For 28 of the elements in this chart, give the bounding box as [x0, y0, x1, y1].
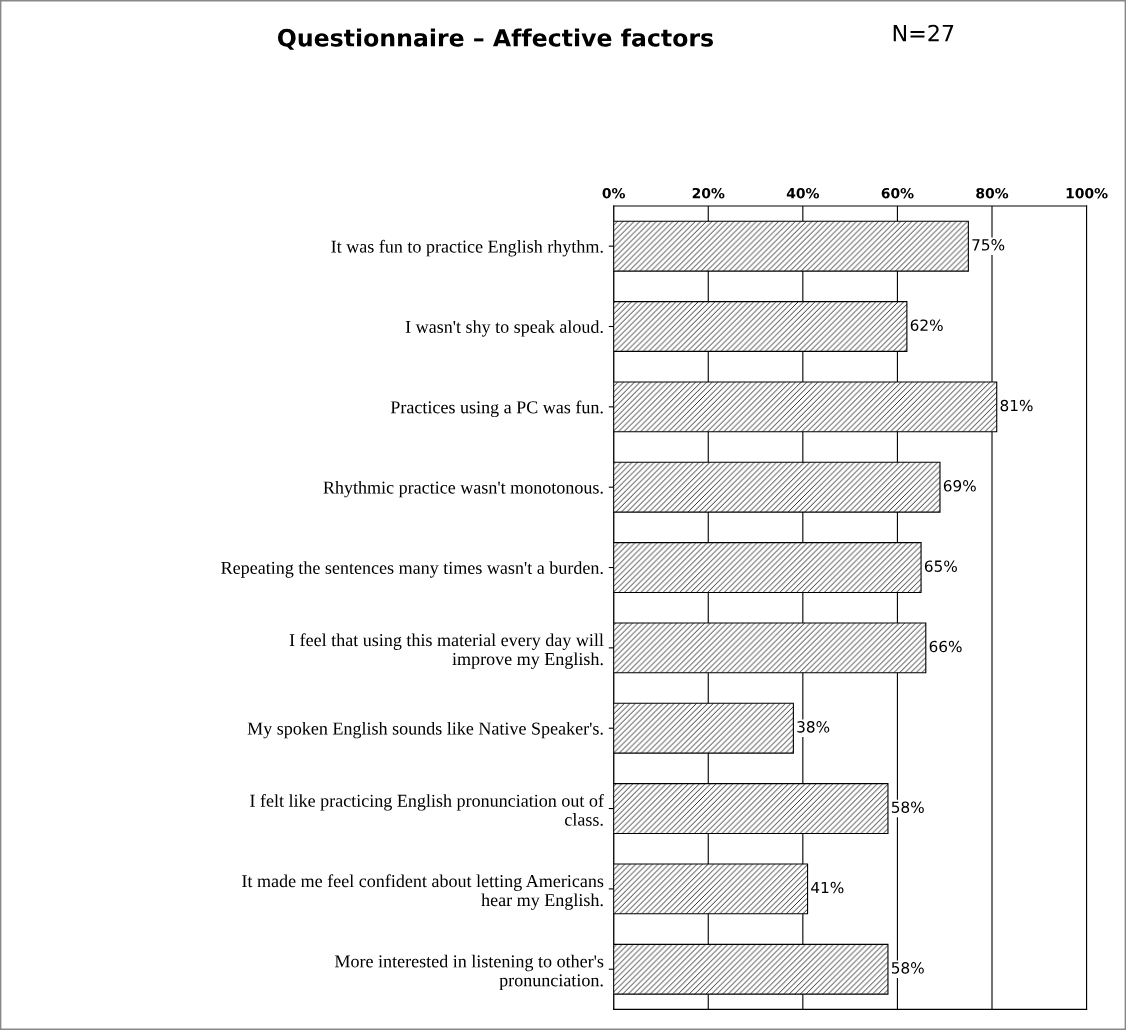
y-tick-label: It was fun to practice English rhythm.: [331, 239, 603, 257]
x-tick-label: 100%: [1066, 187, 1108, 199]
y-tick-label: I feel that using this material every day will improve my English.: [289, 633, 604, 669]
data-label: 58%: [891, 962, 924, 974]
data-label: 65%: [924, 560, 957, 572]
y-tick-label: More interested in listening to other's pronunciation.: [334, 954, 604, 991]
y-tick-label: I wasn't shy to speak aloud.: [405, 320, 603, 337]
text: N=27: [893, 24, 954, 42]
x-tick-label: 60%: [881, 187, 914, 199]
x-tick-label: 0%: [602, 187, 626, 199]
y-tick-label: I felt like practicing English pronunciation out of class.: [250, 793, 604, 826]
data-label: 69%: [943, 480, 976, 492]
y-tick-label: It made me feel confident about letting Americans hear my English.: [242, 874, 604, 910]
data-label: 41%: [811, 881, 844, 894]
data-label: 66%: [929, 640, 962, 653]
x-tick-label: 40%: [786, 187, 820, 199]
data-label: 75%: [972, 239, 1005, 251]
data-label: 81%: [1000, 399, 1033, 412]
y-tick-label: My spoken English sounds like Native Speaker's.: [247, 721, 603, 739]
data-label: 38%: [797, 721, 830, 733]
y-tick-label: Rhythmic practice wasn't monotonous.: [323, 480, 603, 498]
x-tick-label: 80%: [976, 187, 1009, 199]
y-tick-label: Practices using a PC was fun.: [390, 400, 603, 418]
x-tick-label: 20%: [692, 187, 725, 199]
data-label: 62%: [910, 319, 943, 331]
chart-title: Questionnaire – Affective factors: [277, 28, 713, 50]
y-tick-label: Repeating the sentences many times wasn't a burden.: [221, 561, 603, 578]
data-label: 58%: [891, 801, 924, 813]
